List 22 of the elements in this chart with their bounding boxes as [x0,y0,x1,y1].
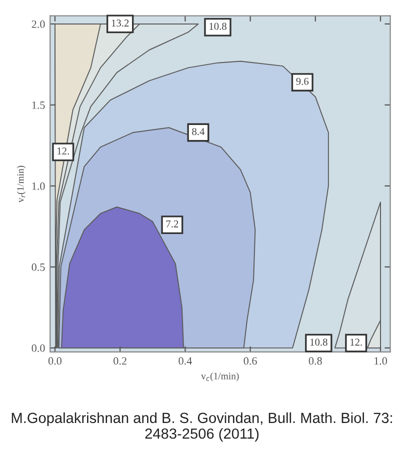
y-tick-label: 2.0 [32,20,45,28]
annotation: 12. [350,338,362,346]
annotation: 8.4 [192,128,205,136]
y-tick-label: 0.5 [32,263,45,271]
annotation: 13.2 [112,20,129,27]
y-tick-label: 1.0 [32,182,45,190]
annotation: 12. [58,148,69,155]
x-tick-label: 0.2 [114,357,126,365]
y-tick-label: 0.0 [32,344,45,352]
text: M.Gopalakrishnan and B. S. Govindan, Bull. Math. Biol. 73: 2483-2506 (2011) [12,412,392,442]
annotation: 10.8 [210,22,226,30]
x-tick-label: 0.0 [48,357,62,365]
y-tick-label: 1.5 [32,101,45,109]
annotation: 10.8 [310,338,328,346]
annotation: 9.6 [296,78,309,85]
annotation: 7.2 [166,220,178,228]
x-tick-label: 0.8 [308,357,322,365]
x-tick-label: 1.0 [374,357,388,365]
x-tick-label: 0.4 [178,357,192,365]
x-tick-label: 0.6 [244,357,257,365]
x-axis-title: v$_{c}$(1/min) [201,372,239,382]
y-axis-title: v$_{r}$(1/min) [16,166,26,203]
